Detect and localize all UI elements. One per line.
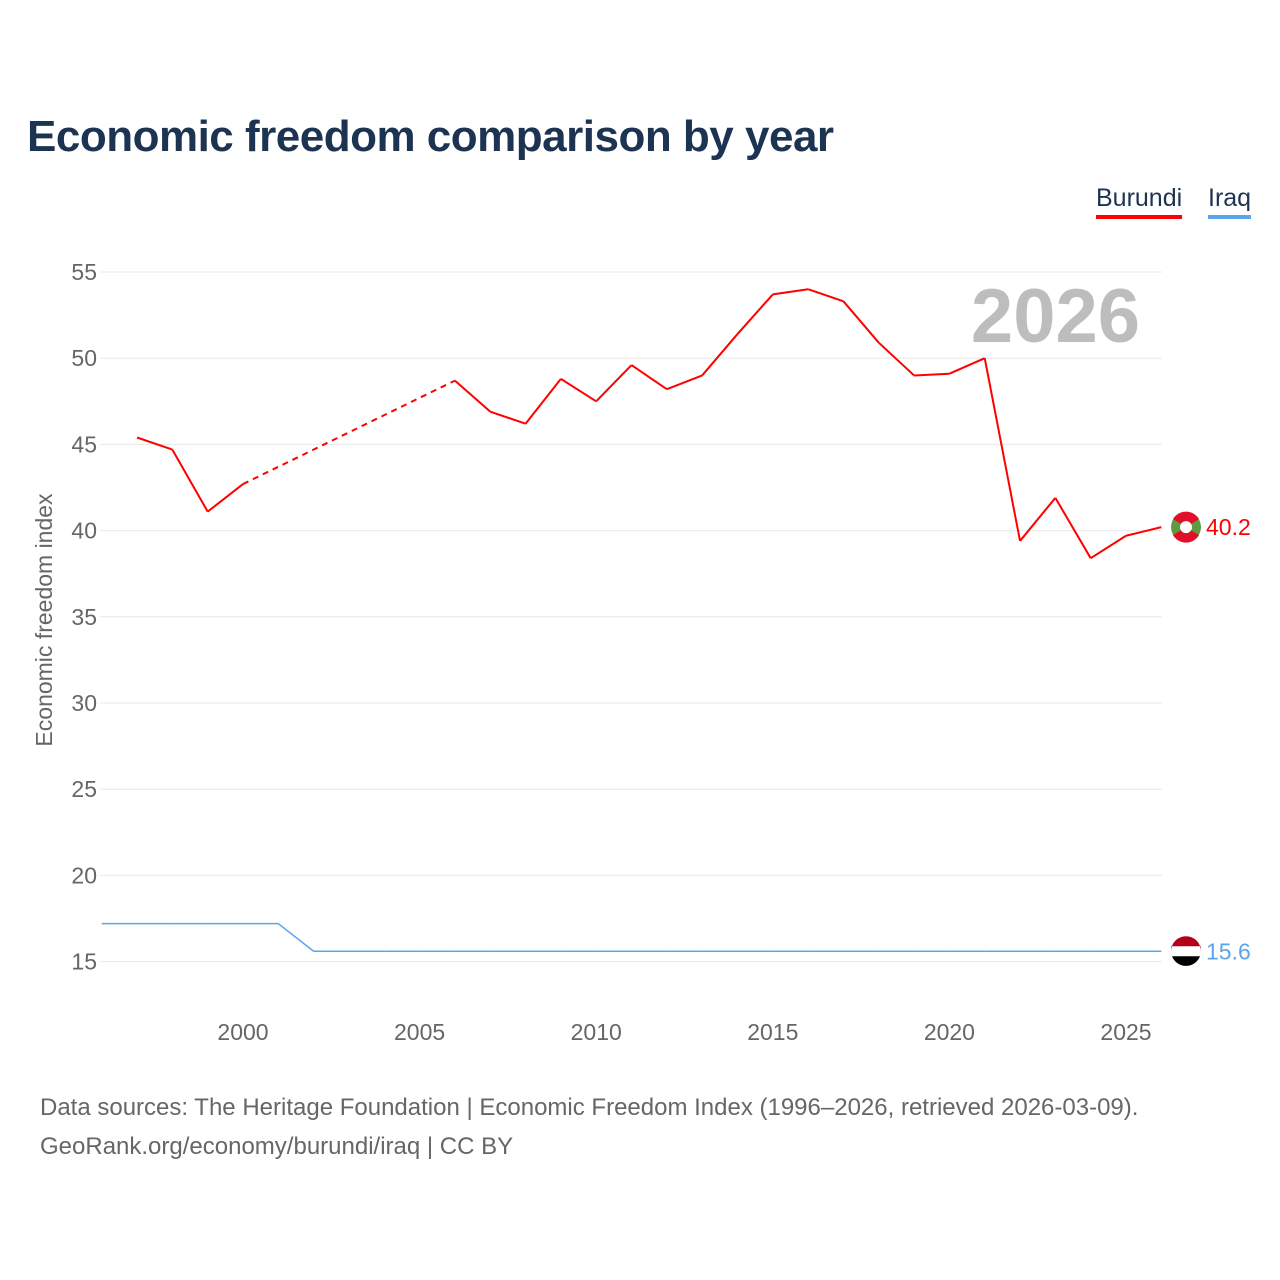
burundi-line-segment: [807, 288, 844, 303]
y-tick-label: 35: [71, 604, 97, 630]
iraq-end-label: 15.6: [1206, 938, 1251, 964]
burundi-line-segment: [701, 333, 739, 377]
x-tick-label: 2020: [924, 1019, 975, 1045]
burundi-line-segment: [560, 378, 597, 403]
burundi-end-label: 40.2: [1206, 514, 1251, 540]
y-tick-label: 55: [71, 259, 97, 285]
year-watermark: 2026: [971, 274, 1140, 359]
burundi-line-segment: [524, 378, 562, 425]
burundi-flag-disc: [1180, 521, 1192, 534]
data-source: Data sources: The Heritage Foundation | …: [40, 1094, 1139, 1121]
x-tick-label: 2010: [571, 1019, 622, 1045]
iraq-flag-black: [1172, 956, 1200, 966]
burundi-line-segment: [1019, 497, 1057, 542]
burundi-line-segment: [489, 410, 526, 425]
y-tick-label: 40: [71, 518, 97, 544]
burundi-line-segment: [983, 358, 1022, 542]
burundi-line-segment: [242, 379, 456, 485]
iraq-flag-red: [1171, 936, 1201, 952]
burundi-line-segment: [736, 293, 774, 335]
y-tick-label: 15: [71, 949, 97, 975]
burundi-line-segment: [1125, 526, 1162, 537]
burundi-line-segment: [207, 483, 244, 513]
burundi-line-segment: [1054, 497, 1092, 559]
legend-iraq[interactable]: Iraq: [1208, 184, 1252, 219]
burundi-line-segment: [171, 449, 209, 513]
burundi-line-segment: [454, 379, 491, 413]
burundi-line-segment: [948, 357, 986, 375]
legend-burundi[interactable]: Burundi: [1096, 184, 1183, 219]
iraq-line-segment: [277, 923, 315, 952]
y-tick-label: 25: [71, 776, 97, 802]
burundi-line-segment: [630, 364, 668, 391]
chart-title: Economic freedom comparison by year: [27, 112, 834, 161]
x-tick-label: 2000: [217, 1019, 268, 1045]
x-tick-label: 2025: [1100, 1019, 1151, 1045]
x-tick-label: 2015: [747, 1019, 798, 1045]
burundi-line-segment: [1090, 534, 1127, 560]
source-link[interactable]: GeoRank.org/economy/burundi/iraq | CC BY: [40, 1133, 514, 1160]
x-tick-label: 2005: [394, 1019, 445, 1045]
burundi-line-segment: [914, 372, 950, 377]
burundi-line-segment: [878, 341, 915, 377]
burundi-line-segment: [136, 436, 173, 451]
y-tick-label: 45: [71, 431, 97, 457]
burundi-line-segment: [772, 288, 809, 296]
burundi-line-segment: [666, 374, 703, 391]
y-tick-label: 30: [71, 690, 97, 716]
burundi-line-segment: [595, 364, 633, 402]
footer: Data sources: The Heritage Foundation | …: [40, 1088, 1138, 1166]
y-axis-label: Economic freedom index: [31, 493, 57, 747]
burundi-line-segment: [842, 300, 880, 344]
y-tick-label: 50: [71, 345, 97, 371]
y-tick-label: 20: [71, 862, 97, 888]
